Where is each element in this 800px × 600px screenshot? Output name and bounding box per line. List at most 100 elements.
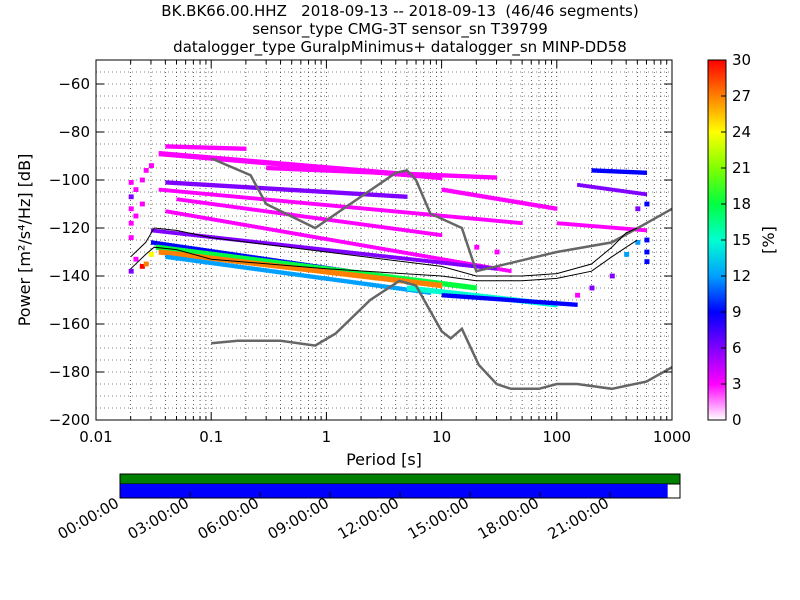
histogram-cell <box>458 190 463 195</box>
colorbar-tick-label: 6 <box>732 339 742 357</box>
histogram-cell <box>297 213 302 218</box>
colorbar-tick-label: 18 <box>732 195 751 213</box>
histogram-cell <box>271 198 275 203</box>
histogram-cell <box>450 282 454 288</box>
histogram-cell <box>219 252 223 259</box>
histogram-cell <box>438 282 443 289</box>
histogram-cell <box>312 167 316 173</box>
histogram-cell <box>361 243 365 248</box>
histogram-cell <box>395 209 399 214</box>
histogram-cell <box>594 185 598 190</box>
histogram-cell <box>161 151 166 157</box>
histogram-cell <box>217 261 221 267</box>
histogram-cell <box>507 220 512 224</box>
histogram-cell <box>381 225 385 230</box>
histogram-cell <box>250 196 255 201</box>
histogram-cell <box>295 272 299 277</box>
histogram-cell <box>139 201 145 207</box>
histogram-cell <box>516 220 520 225</box>
histogram-cell <box>432 288 437 294</box>
histogram-cell <box>447 293 451 298</box>
histogram-cell <box>329 269 333 276</box>
histogram-cell <box>188 213 192 218</box>
histogram-cell <box>182 198 186 203</box>
histogram-cell <box>251 256 255 263</box>
histogram-cell <box>211 261 215 266</box>
histogram-cell <box>176 231 181 236</box>
x-tick-label: 1000 <box>653 428 691 446</box>
histogram-cell <box>380 275 385 282</box>
histogram-cell <box>208 201 212 206</box>
histogram-cell <box>133 256 139 262</box>
histogram-cell <box>277 260 281 266</box>
histogram-cell <box>214 183 218 188</box>
histogram-cell <box>289 166 293 172</box>
histogram-cell <box>214 218 218 222</box>
histogram-cell <box>441 293 446 298</box>
histogram-cell <box>254 225 259 229</box>
histogram-cell <box>217 183 221 188</box>
histogram-cell <box>462 174 466 179</box>
histogram-cell <box>406 285 411 291</box>
histogram-cell <box>207 251 212 257</box>
histogram-cell <box>243 223 247 227</box>
histogram-cell <box>214 261 218 266</box>
histogram-cell <box>438 173 443 178</box>
histogram-cell <box>450 293 454 299</box>
histogram-cell <box>629 227 633 232</box>
histogram-cell <box>398 286 403 291</box>
histogram-cell <box>464 291 469 298</box>
histogram-cell <box>323 189 327 195</box>
histogram-cell <box>430 255 434 260</box>
histogram-cell <box>470 216 474 221</box>
histogram-cell <box>243 265 247 270</box>
histogram-cell <box>202 182 207 187</box>
histogram-cell <box>502 268 506 272</box>
histogram-cell <box>187 252 192 259</box>
histogram-cell <box>269 227 273 232</box>
histogram-cell <box>196 145 201 150</box>
histogram-cell <box>197 233 201 238</box>
histogram-cell <box>320 217 325 221</box>
histogram-cell <box>168 255 172 260</box>
histogram-cell <box>582 223 587 228</box>
histogram-cell <box>585 223 590 228</box>
histogram-cell <box>548 205 552 210</box>
histogram-cell <box>228 184 233 189</box>
histogram-cell <box>171 255 175 260</box>
histogram-cell <box>407 251 411 256</box>
histogram-cell <box>167 151 171 158</box>
histogram-cell <box>179 231 184 236</box>
histogram-cell <box>467 216 471 221</box>
histogram-cell <box>473 192 477 198</box>
histogram-cell <box>559 301 564 306</box>
histogram-cell <box>533 203 538 208</box>
histogram-cell <box>225 156 229 162</box>
histogram-cell <box>199 254 203 260</box>
histogram-cell <box>204 250 209 257</box>
histogram-cell <box>159 241 164 247</box>
histogram-cell <box>222 203 227 208</box>
histogram-cell <box>309 188 313 194</box>
histogram-cell <box>291 265 295 271</box>
histogram-cell <box>233 194 238 199</box>
histogram-cell <box>291 213 296 217</box>
histogram-cell <box>242 195 246 200</box>
histogram-cell <box>300 167 305 172</box>
histogram-cell <box>482 265 486 270</box>
histogram-cell <box>637 227 642 232</box>
histogram-cell <box>315 235 319 240</box>
histogram-cell <box>213 256 218 262</box>
histogram-cell <box>210 192 215 197</box>
histogram-cell <box>611 225 616 230</box>
histogram-cell <box>202 248 207 253</box>
y-tick-label: −80 <box>58 123 90 141</box>
histogram-cell <box>303 167 308 172</box>
timeline-tick-label: 06:00:00 <box>195 494 262 543</box>
histogram-cell <box>191 145 195 150</box>
histogram-cell <box>369 207 373 212</box>
histogram-cell <box>161 188 166 192</box>
histogram-cell <box>171 243 175 248</box>
histogram-cell <box>211 183 215 188</box>
histogram-cell <box>430 259 434 264</box>
